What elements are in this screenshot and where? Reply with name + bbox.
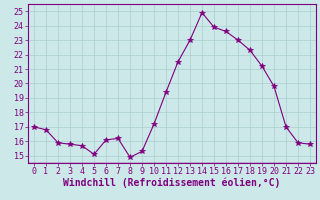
X-axis label: Windchill (Refroidissement éolien,°C): Windchill (Refroidissement éolien,°C) <box>63 178 281 188</box>
